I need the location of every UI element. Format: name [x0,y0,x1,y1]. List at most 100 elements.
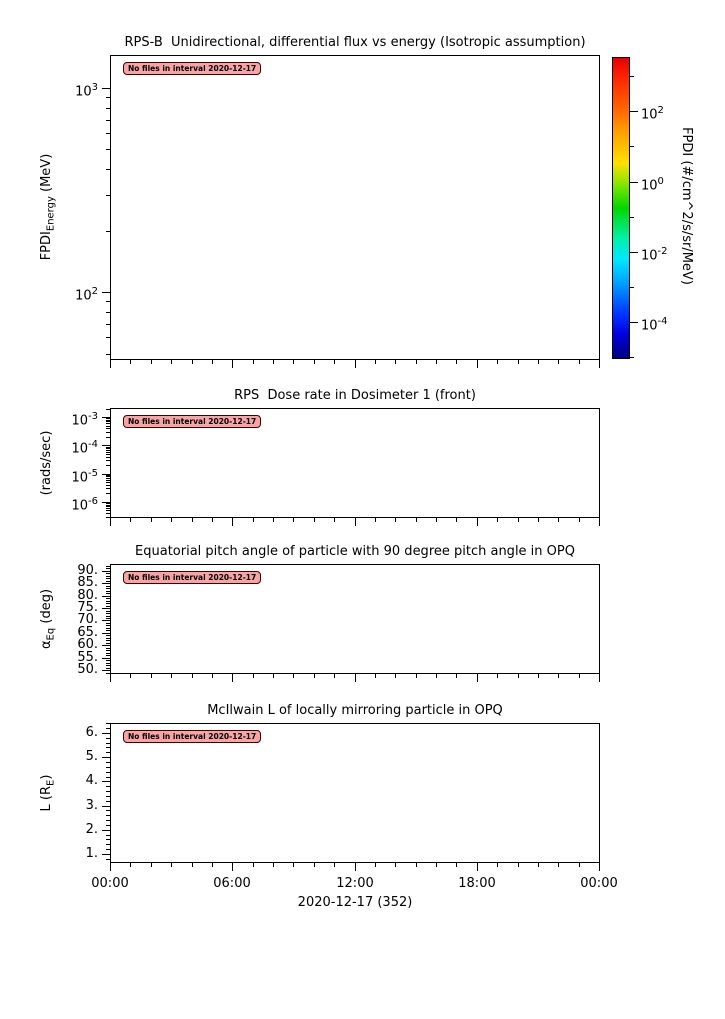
y-minor-tick [106,752,110,753]
x-minor-tick [293,863,294,867]
x-minor-tick [212,360,213,364]
y-minor-tick [106,581,110,582]
x-minor-tick [151,518,152,522]
y-tick-label: 80. [77,588,98,603]
y-tick-label: 103 [75,82,98,100]
y-minor-tick [106,503,110,504]
x-minor-tick [253,674,254,678]
x-minor-tick [538,674,539,678]
y-minor-tick [106,513,110,514]
y-minor-tick [106,844,110,845]
y-major-tick [102,670,110,671]
y-minor-tick [106,638,110,639]
x-minor-tick [171,360,172,364]
y-minor-tick [106,635,110,636]
y-tick-label: 6. [85,725,98,740]
colorbar-minor-tick [629,76,634,77]
x-major-tick [110,674,111,682]
x-minor-tick [314,674,315,678]
panel-title-4: McIlwain L of locally mirroring particle… [207,703,503,718]
y-minor-tick [106,578,110,579]
x-minor-tick [130,360,131,364]
y-minor-tick [106,791,110,792]
y-minor-tick [106,566,110,567]
y-tick-label: 75. [77,600,98,615]
panel-plot-area-1: No files in interval 2020-12-17 [110,55,600,360]
y-axis-label-4: L (RE) [39,774,57,812]
x-minor-tick [314,863,315,867]
x-minor-tick [253,863,254,867]
x-minor-tick [456,360,457,364]
x-minor-tick [579,518,580,522]
x-minor-tick [436,863,437,867]
y-major-tick [102,620,110,621]
x-minor-tick [579,360,580,364]
y-minor-tick [106,149,110,150]
y-minor-tick [106,660,110,661]
x-minor-tick [293,674,294,678]
x-minor-tick [171,674,172,678]
y-tick-label: 10-4 [71,439,98,457]
x-minor-tick [558,863,559,867]
y-minor-tick [106,820,110,821]
x-major-tick [599,863,600,871]
y-minor-tick [106,655,110,656]
x-minor-tick [497,518,498,522]
y-major-tick [102,417,110,418]
colorbar-minor-tick [629,287,634,288]
y-minor-tick [106,618,110,619]
x-minor-tick [334,674,335,678]
x-minor-tick [518,518,519,522]
y-minor-tick [106,723,110,724]
x-major-tick [599,518,600,526]
x-minor-tick [518,674,519,678]
x-minor-tick [130,674,131,678]
x-minor-tick [416,518,417,522]
colorbar-major-tick [629,111,638,112]
x-minor-tick [273,674,274,678]
y-minor-tick [106,801,110,802]
x-minor-tick [538,518,539,522]
x-minor-tick [558,518,559,522]
colorbar-tick-label: 102 [641,105,664,123]
y-minor-tick [106,354,110,355]
y-minor-tick [106,568,110,569]
x-minor-tick [192,518,193,522]
colorbar-label: FPDI (#/cm^2/s/sr/MeV) [679,127,694,285]
time-tick-label: 06:00 [213,876,251,891]
colorbar-tick-label: 100 [641,176,664,194]
x-major-tick [599,360,600,368]
y-minor-tick [106,616,110,617]
x-minor-tick [518,863,519,867]
x-minor-tick [151,360,152,364]
y-minor-tick [106,517,110,518]
y-major-tick [102,830,110,831]
x-minor-tick [436,518,437,522]
y-minor-tick [106,447,110,448]
x-minor-tick [395,863,396,867]
y-minor-tick [106,324,110,325]
y-tick-label: 1. [85,846,98,861]
x-major-tick [110,518,111,526]
x-minor-tick [558,674,559,678]
x-minor-tick [375,863,376,867]
y-minor-tick [106,772,110,773]
x-minor-tick [171,863,172,867]
x-minor-tick [416,674,417,678]
y-tick-label: 90. [77,563,98,578]
y-minor-tick [106,485,110,486]
y-tick-label: 60. [77,637,98,652]
y-tick-label: 50. [77,662,98,677]
x-minor-tick [171,518,172,522]
y-minor-tick [106,668,110,669]
x-major-tick [355,863,356,871]
y-major-tick [102,781,110,782]
x-major-tick [232,360,233,368]
x-minor-tick [151,674,152,678]
y-minor-tick [106,452,110,453]
y-tick-label: 70. [77,612,98,627]
y-minor-tick [106,593,110,594]
x-major-tick [232,863,233,871]
panel-plot-area-2: No files in interval 2020-12-17 [110,408,600,518]
x-minor-tick [558,360,559,364]
